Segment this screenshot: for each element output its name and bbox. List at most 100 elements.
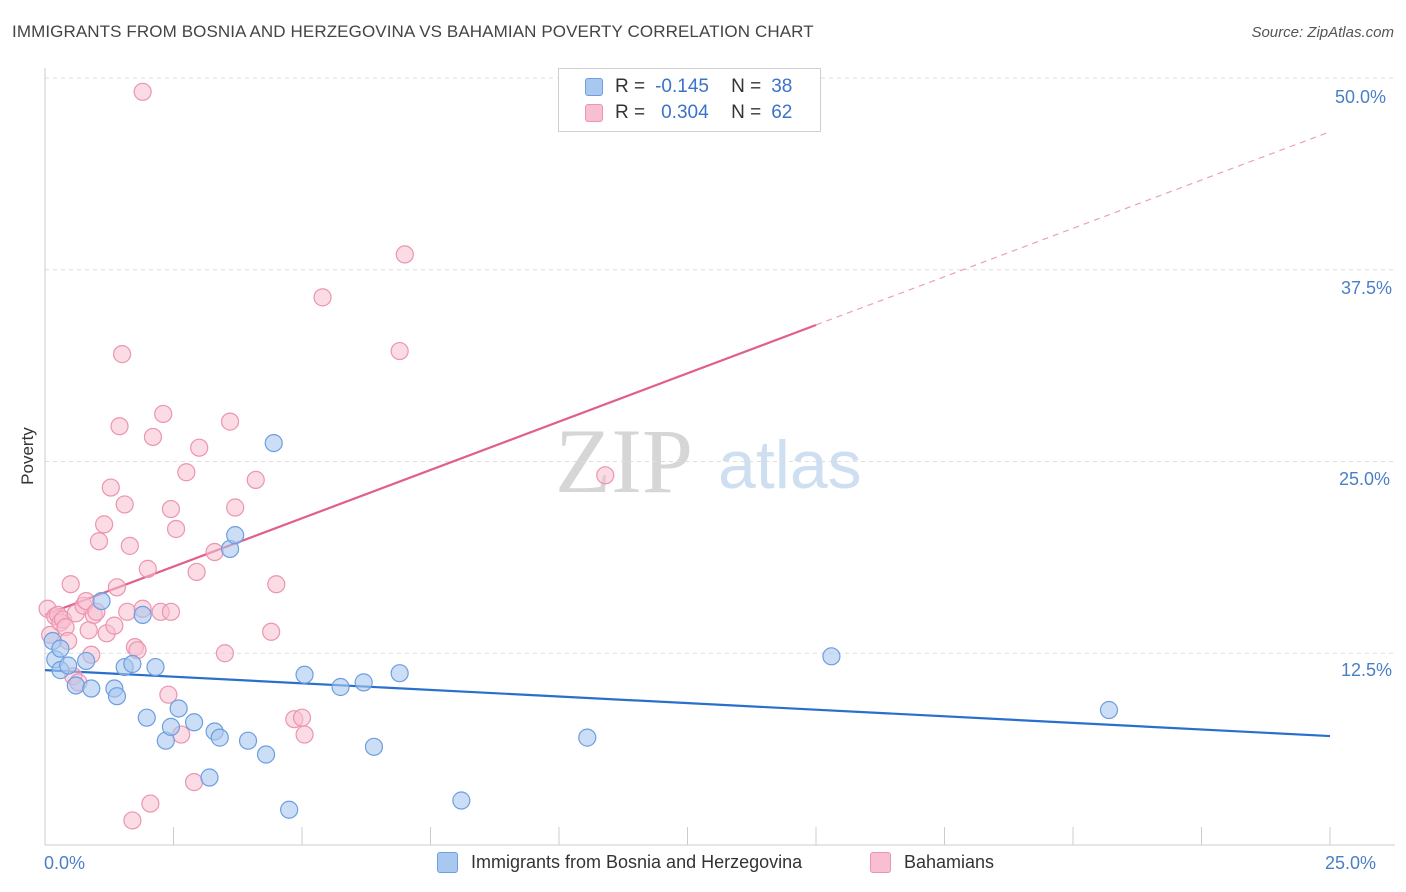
point-bosnia [331,677,350,697]
point-bosnia [184,713,204,732]
grid [45,77,1395,654]
point-bahamians [190,438,209,457]
point-bahamians [120,536,139,555]
point-bahamians [215,644,234,663]
point-bosnia [256,745,276,764]
legend-n-label: N = [731,76,762,97]
point-bahamians [118,602,137,621]
trend-line-bahamians [44,323,817,616]
point-bosnia [238,731,258,750]
pink-swatch [870,852,891,873]
point-bahamians [123,811,142,830]
point-bahamians [61,575,80,594]
legend-r-label: R = [615,102,646,123]
point-bahamians [105,616,124,635]
bottom-legend-bosnia: Immigrants from Bosnia and Herzegovina [437,852,802,873]
correlation-legend: R = -0.145 N = 38 R = 0.304 N = 62 [558,68,821,132]
point-bahamians [112,345,132,364]
y-tick-label: 25.0% [1339,469,1391,489]
watermark: ZIP atlas [555,410,862,512]
chart-source: Source: ZipAtlas.com [1251,24,1394,41]
point-bahamians [161,499,181,519]
bottom-legend-bahamians: Bahamians [870,852,994,873]
point-bosnia [354,673,373,692]
legend-n-label: N = [731,102,762,123]
x-tick-label: 0.0% [44,853,86,873]
point-bahamians [79,621,98,640]
point-bahamians [267,575,286,594]
point-bahamians [262,622,281,641]
point-bahamians [596,466,615,485]
point-bosnia [280,800,299,819]
legend-row-bahamians: R = 0.304 N = 62 [585,101,792,125]
point-bahamians [141,794,160,813]
legend-r-value: -0.145 [655,76,709,97]
point-bahamians [246,470,265,490]
point-bosnia [59,656,78,675]
point-bahamians [154,404,173,424]
chart-title: IMMIGRANTS FROM BOSNIA AND HERZEGOVINA V… [12,22,814,41]
point-bahamians [115,495,134,514]
legend-n-value: 62 [771,102,793,123]
x-tick-label: 25.0% [1325,853,1377,873]
point-bosnia [295,665,314,684]
point-bahamians [390,341,409,361]
legend-r-value: 0.304 [661,102,709,123]
point-bosnia [210,728,229,747]
point-bahamians [89,532,109,551]
point-bahamians [177,463,196,482]
point-bahamians [295,725,314,744]
point-bahamians [133,82,152,101]
point-bosnia [51,639,70,658]
point-bahamians [395,245,414,264]
y-tick-label: 12.5% [1341,660,1393,680]
point-bahamians [226,498,245,517]
point-bosnia [77,651,96,671]
y-tick-label: 37.5% [1341,278,1393,298]
blue-swatch [437,852,458,873]
point-bosnia [137,708,156,727]
point-bahamians [143,427,163,447]
point-bosnia [66,676,85,695]
point-bosnia [264,433,283,453]
point-bahamians [220,412,240,431]
y-tick-label: 50.0% [1335,87,1387,107]
point-bosnia [226,526,245,545]
point-bosnia [578,728,597,747]
point-bahamians [101,478,120,497]
point-bahamians [95,515,114,534]
point-bosnia [1099,700,1119,720]
trend-lines [44,131,1331,738]
point-bahamians [110,417,129,436]
point-bosnia [200,768,219,787]
legend-n-value: 38 [771,76,793,97]
point-bosnia [364,737,384,756]
point-bosnia [133,605,152,625]
point-bahamians [292,708,312,727]
point-bosnia [146,657,165,677]
point-bosnia [123,654,142,674]
legend-row-bosnia: R = -0.145 N = 38 [585,75,792,99]
bottom-legend-label: Immigrants from Bosnia and Herzegovina [471,852,803,872]
axes [44,68,1395,846]
trend-line-bosnia [44,669,1331,738]
point-bosnia [107,687,127,706]
data-points [38,82,1119,830]
point-bahamians [138,559,157,578]
bottom-legend-label: Bahamians [904,852,995,872]
watermark-atlas: atlas [718,427,862,503]
point-bahamians [159,685,178,704]
blue-swatch [585,78,603,96]
point-bosnia [822,647,841,666]
point-bahamians [187,562,206,582]
point-bosnia [92,591,111,611]
point-bosnia [390,664,409,683]
point-bahamians [313,288,332,307]
y-axis-label: Poverty [18,427,37,485]
pink-swatch [585,104,603,122]
point-bahamians [205,542,224,562]
point-bosnia [452,791,471,810]
point-bahamians [161,602,181,621]
point-bahamians [184,773,204,792]
